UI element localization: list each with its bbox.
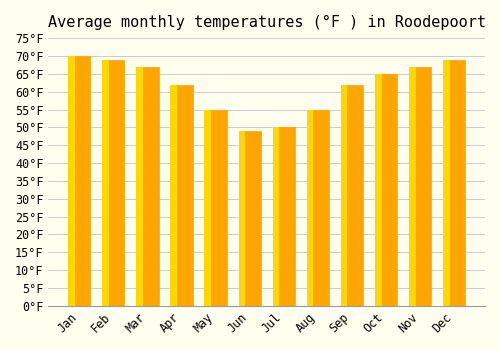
Bar bbox=[136, 67, 143, 306]
Bar bbox=[375, 74, 382, 306]
Bar bbox=[136, 67, 158, 306]
Bar bbox=[443, 60, 465, 306]
Bar bbox=[238, 131, 260, 306]
Bar bbox=[170, 85, 177, 306]
Bar bbox=[272, 127, 295, 306]
Title: Average monthly temperatures (°F ) in Roodepoort: Average monthly temperatures (°F ) in Ro… bbox=[48, 15, 486, 30]
Bar bbox=[204, 110, 227, 306]
Bar bbox=[341, 85, 363, 306]
Bar bbox=[204, 110, 211, 306]
Bar bbox=[443, 60, 450, 306]
Bar bbox=[306, 110, 314, 306]
Bar bbox=[238, 131, 245, 306]
Bar bbox=[341, 85, 347, 306]
Bar bbox=[272, 127, 280, 306]
Bar bbox=[102, 60, 124, 306]
Bar bbox=[102, 60, 109, 306]
Bar bbox=[68, 56, 75, 306]
Bar bbox=[375, 74, 397, 306]
Bar bbox=[170, 85, 192, 306]
Bar bbox=[409, 67, 431, 306]
Bar bbox=[409, 67, 416, 306]
Bar bbox=[306, 110, 329, 306]
Bar bbox=[68, 56, 90, 306]
